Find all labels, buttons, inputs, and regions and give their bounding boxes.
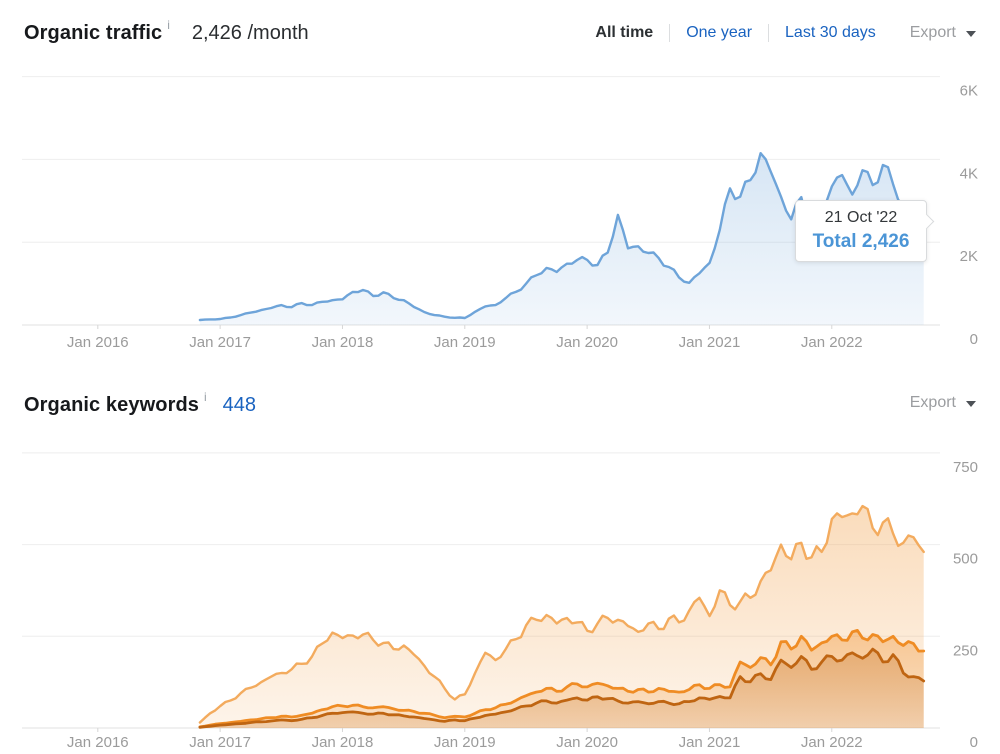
tab-one-year[interactable]: One year bbox=[686, 24, 753, 41]
x-axis-label: Jan 2016 bbox=[67, 734, 129, 751]
keywords-dark-orange-area bbox=[199, 649, 924, 728]
keywords-dark-orange-line bbox=[198, 647, 926, 729]
x-axis-label: Jan 2022 bbox=[801, 334, 863, 351]
x-axis-label: Jan 2021 bbox=[679, 334, 741, 351]
keywords-mid-orange-line bbox=[198, 629, 926, 729]
x-axis-label: Jan 2016 bbox=[67, 334, 129, 351]
tab-all-time[interactable]: All time bbox=[595, 24, 654, 41]
info-icon[interactable]: i bbox=[204, 390, 207, 404]
x-axis-label: Jan 2017 bbox=[189, 734, 251, 751]
y-axis-label: 0 bbox=[970, 734, 978, 751]
keywords-header: Organic keywords i 448 Export bbox=[0, 390, 1000, 446]
y-axis-label: 2K bbox=[960, 248, 978, 265]
x-axis-label: Jan 2019 bbox=[434, 334, 496, 351]
y-axis-label: 500 bbox=[953, 551, 978, 568]
tab-separator bbox=[768, 24, 770, 42]
organic-keywords-chart[interactable]: 750 500 250 0 Jan 2016 Jan 2017 Jan 2018 Jan 20… bbox=[0, 440, 1000, 754]
organic-traffic-area bbox=[199, 153, 924, 325]
tooltip-total: Total 2,426 bbox=[812, 231, 910, 252]
y-axis-label: 0 bbox=[970, 331, 978, 348]
x-axis-label: Jan 2020 bbox=[556, 734, 618, 751]
tab-separator bbox=[669, 24, 671, 42]
x-axis-label: Jan 2022 bbox=[801, 734, 863, 751]
export-label: Export bbox=[909, 394, 956, 411]
traffic-monthly-value: 2,426 /month bbox=[191, 22, 309, 44]
tooltip-date: 21 Oct '22 bbox=[824, 209, 898, 226]
keywords-light-orange-line bbox=[198, 504, 925, 724]
y-axis-label: 750 bbox=[953, 459, 978, 476]
traffic-header: Organic traffic i 2,426 /month All time … bbox=[0, 18, 1000, 74]
y-axis-label: 4K bbox=[960, 165, 978, 182]
export-label: Export bbox=[909, 24, 956, 41]
x-axis-label: Jan 2021 bbox=[679, 734, 741, 751]
info-icon[interactable]: i bbox=[167, 18, 170, 32]
export-button-traffic[interactable]: Export bbox=[910, 24, 976, 42]
x-axis-label: Jan 2017 bbox=[189, 334, 251, 351]
x-axis-label: Jan 2018 bbox=[312, 734, 374, 751]
traffic-title: Organic traffic bbox=[24, 22, 163, 44]
y-axis-label: 250 bbox=[953, 642, 978, 659]
export-button-keywords[interactable]: Export bbox=[910, 394, 976, 412]
x-axis-label: Jan 2020 bbox=[556, 334, 618, 351]
chart-tooltip: 21 Oct '22 Total 2,426 bbox=[795, 200, 935, 262]
keywords-title: Organic keywords bbox=[24, 394, 199, 416]
keywords-count[interactable]: 448 bbox=[222, 394, 257, 416]
x-axis-label: Jan 2018 bbox=[312, 334, 374, 351]
x-axis-label: Jan 2019 bbox=[434, 734, 496, 751]
tab-last-30-days[interactable]: Last 30 days bbox=[785, 24, 876, 41]
chevron-down-icon bbox=[966, 31, 976, 37]
chevron-down-icon bbox=[966, 401, 976, 407]
y-axis-label: 6K bbox=[960, 83, 978, 100]
